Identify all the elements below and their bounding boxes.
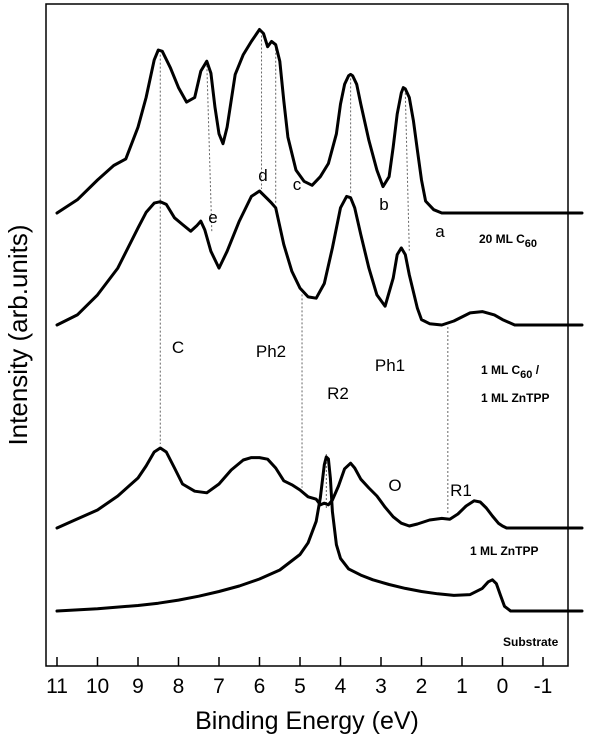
peak-label-ph2: Ph2	[256, 342, 286, 361]
x-axis-label: Binding Energy (eV)	[195, 707, 419, 735]
peak-label-e: e	[208, 208, 217, 227]
curve-3	[55, 28, 584, 215]
peak-label-c: c	[293, 175, 302, 194]
curve-2	[55, 189, 584, 327]
x-tick-label-0: 11	[46, 675, 68, 698]
x-tick-label-11: 0	[497, 675, 509, 698]
guide-line-5	[404, 92, 410, 251]
x-tick-label-9: 2	[416, 675, 428, 698]
y-axis-label: Intensity (arb.units)	[3, 224, 33, 445]
peak-label-r2: R2	[327, 384, 349, 403]
series-label-c60-on-zntpp: 1 ML C60 /	[481, 363, 540, 381]
x-tick-labels: 11 10 9 8 7 6 5 4 3 2 1 0 -1	[46, 675, 552, 698]
x-tick-label-5: 6	[254, 675, 266, 698]
x-tick-label-1: 10	[86, 675, 109, 698]
peak-label-a: a	[435, 222, 445, 241]
series-label-1ml-zntpp: 1 ML ZnTPP	[470, 544, 538, 558]
peak-label-b: b	[379, 195, 388, 214]
curve-0	[55, 455, 584, 613]
peak-label-c: C	[172, 338, 184, 357]
x-tick-label-12: -1	[534, 675, 553, 698]
x-tick-label-8: 3	[375, 675, 387, 698]
plot-frame	[45, 3, 569, 667]
peak-label-r1: R1	[450, 481, 472, 500]
x-tick-label-7: 4	[335, 675, 347, 698]
x-tick-label-3: 8	[173, 675, 185, 698]
guide-lines	[159, 35, 449, 515]
x-tick-label-10: 1	[456, 675, 468, 698]
series-label-substrate: Substrate	[503, 635, 559, 649]
peak-label-o: O	[388, 476, 401, 495]
series-label-c60-on-zntpp-line2: 1 ML ZnTPP	[481, 391, 549, 405]
x-tick-label-2: 9	[132, 675, 144, 698]
series-labels: 20 ML C60 1 ML C60 / 1 ML ZnTPP 1 ML ZnTPP S…	[470, 232, 559, 649]
peak-label-d: d	[258, 166, 267, 185]
peak-label-ph1: Ph1	[375, 356, 405, 375]
x-ticks	[56, 657, 544, 666]
curve-1	[55, 446, 584, 530]
x-tick-label-4: 7	[213, 675, 225, 698]
spectra-curves	[55, 28, 584, 613]
x-tick-label-6: 5	[294, 675, 306, 698]
series-label-20ml-c60: 20 ML C60	[479, 232, 537, 250]
peak-annotations: e d c b a C Ph2 R2 Ph1 O R1	[172, 166, 472, 500]
